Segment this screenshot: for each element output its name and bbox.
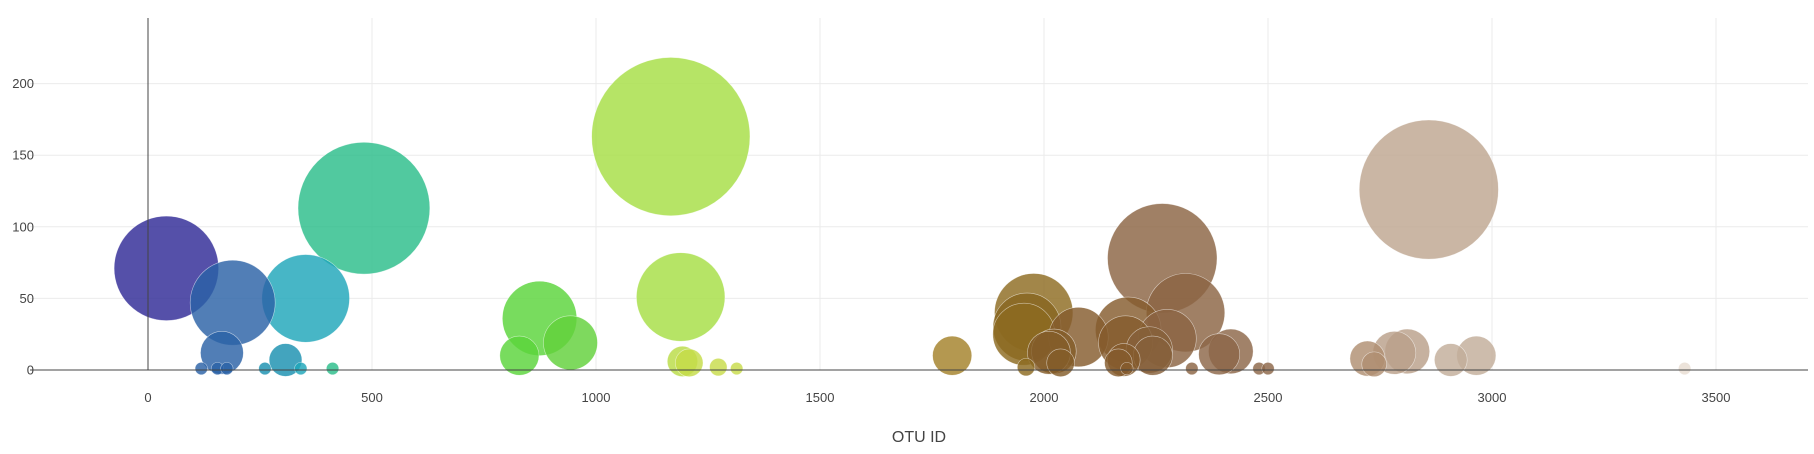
data-point — [591, 57, 751, 217]
data-point — [200, 331, 244, 375]
data-point — [1198, 333, 1241, 376]
data-point — [268, 343, 303, 377]
data-point — [294, 362, 308, 376]
data-point — [636, 252, 726, 342]
data-point — [326, 362, 340, 376]
data-point — [1046, 348, 1075, 378]
x-tick-label: 3500 — [1702, 390, 1731, 405]
y-tick-label: 200 — [12, 76, 34, 91]
data-point — [543, 315, 598, 371]
data-point — [1185, 362, 1199, 376]
data-point — [1358, 119, 1499, 260]
x-tick-label: 2000 — [1030, 390, 1059, 405]
y-tick-label: 50 — [20, 291, 34, 306]
data-point — [1261, 362, 1275, 376]
y-tick-label: 0 — [27, 363, 34, 378]
x-tick-label: 1500 — [806, 390, 835, 405]
data-point — [220, 362, 234, 376]
x-tick-label: 500 — [361, 390, 383, 405]
data-point — [189, 259, 276, 346]
data-point — [932, 335, 973, 376]
data-point — [499, 335, 540, 376]
data-point — [194, 362, 208, 376]
data-point — [1361, 351, 1387, 377]
data-point — [1017, 358, 1036, 377]
data-point — [297, 141, 431, 275]
x-tick-label: 0 — [144, 390, 151, 405]
data-point — [1120, 362, 1134, 376]
data-point — [1434, 343, 1468, 377]
x-tick-label: 1000 — [582, 390, 611, 405]
y-tick-label: 100 — [12, 219, 34, 234]
x-axis-title: OTU ID — [892, 429, 946, 446]
y-tick-label: 150 — [12, 148, 34, 163]
data-point — [709, 358, 728, 377]
x-tick-label: 2500 — [1254, 390, 1283, 405]
data-point — [730, 362, 744, 376]
data-point — [1678, 362, 1692, 376]
x-tick-label: 3000 — [1478, 390, 1507, 405]
data-point — [675, 348, 704, 378]
data-point — [258, 362, 272, 376]
